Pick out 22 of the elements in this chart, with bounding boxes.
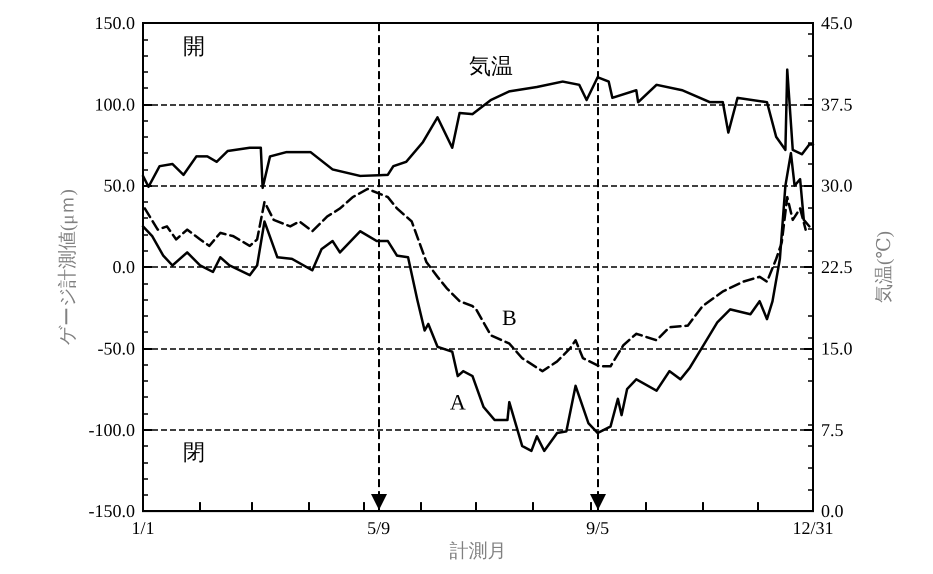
x-tick-label: 5/9 (367, 518, 390, 538)
y2-tick-label: 30.0 (821, 176, 852, 196)
y2-tick-label: 7.5 (821, 420, 844, 440)
y-tick-label: 0.0 (112, 257, 135, 278)
y2-tick-label: 15.0 (821, 338, 852, 358)
y-axis-title: ゲージ計測値(μｍ) (58, 189, 79, 345)
y-tick-label: 150.0 (94, 13, 135, 33)
y2-tick-label: 45.0 (821, 13, 852, 33)
annotation: 開 (183, 34, 205, 58)
y-tick-label: 50.0 (104, 176, 135, 196)
y2-axis-title: 気温(℃) (874, 231, 895, 304)
series-label: A (450, 390, 466, 415)
annotation: 閉 (183, 440, 205, 465)
y-tick-label: -50.0 (98, 338, 135, 358)
x-tick-label: 9/5 (586, 518, 610, 538)
series-label: B (502, 305, 517, 330)
y-tick-label: 100.0 (94, 94, 135, 114)
series-label: 気温 (468, 54, 513, 79)
y2-tick-label: 22.5 (821, 257, 852, 278)
y-tick-label: -100.0 (88, 420, 135, 440)
y2-tick-label: 37.5 (821, 94, 852, 114)
x-axis-title: 計測月 (450, 541, 506, 562)
